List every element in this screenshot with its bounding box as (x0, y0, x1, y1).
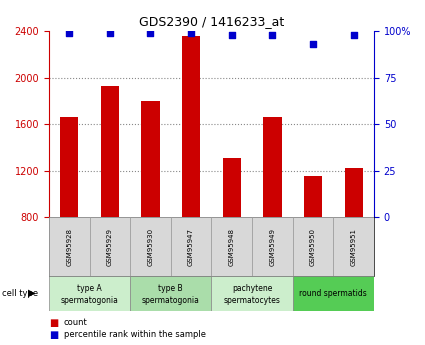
Point (106, 30, 113, 36)
Bar (293, 276, 374, 310)
Text: GSM95928: GSM95928 (66, 228, 72, 266)
Bar (171, 217, 211, 276)
Text: spermatogonia: spermatogonia (61, 296, 119, 305)
Text: round spermatids: round spermatids (300, 289, 367, 298)
Bar (142, 101, 160, 217)
Point (147, 30, 154, 36)
Bar (130, 276, 211, 310)
Text: GSM95930: GSM95930 (147, 228, 153, 266)
Text: pachytene: pachytene (232, 284, 272, 293)
Text: GSM95929: GSM95929 (107, 228, 113, 266)
Bar (101, 86, 119, 217)
Bar (211, 276, 293, 310)
Text: ■: ■ (49, 330, 58, 339)
Bar (223, 158, 241, 217)
Bar (304, 176, 322, 217)
Text: percentile rank within the sample: percentile rank within the sample (64, 330, 206, 339)
Bar (90, 217, 130, 276)
Text: GSM95950: GSM95950 (310, 228, 316, 266)
Text: type B: type B (159, 284, 183, 293)
Title: GDS2390 / 1416233_at: GDS2390 / 1416233_at (139, 16, 284, 29)
Bar (333, 217, 374, 276)
Point (350, 32, 357, 38)
Bar (252, 217, 293, 276)
Text: GSM95948: GSM95948 (229, 228, 235, 266)
Point (66, 30, 73, 36)
Text: GSM95951: GSM95951 (351, 228, 357, 266)
Bar (345, 168, 363, 217)
Bar (49, 217, 90, 276)
Text: GSM95949: GSM95949 (269, 228, 275, 266)
Bar (49, 276, 130, 310)
Text: cell type: cell type (2, 289, 38, 298)
Text: spermatocytes: spermatocytes (224, 296, 280, 305)
Point (188, 30, 195, 36)
Bar (263, 117, 281, 217)
Point (228, 32, 235, 38)
Bar (211, 217, 252, 276)
Bar (130, 217, 171, 276)
Text: ■: ■ (49, 318, 58, 327)
Bar (182, 36, 200, 217)
Text: count: count (64, 318, 88, 327)
Text: type A: type A (77, 284, 102, 293)
Text: GSM95947: GSM95947 (188, 228, 194, 266)
Text: spermatogonia: spermatogonia (142, 296, 200, 305)
Bar (60, 117, 78, 217)
Point (269, 32, 276, 38)
Text: ▶: ▶ (28, 288, 36, 298)
Bar (293, 217, 333, 276)
Point (310, 41, 317, 47)
